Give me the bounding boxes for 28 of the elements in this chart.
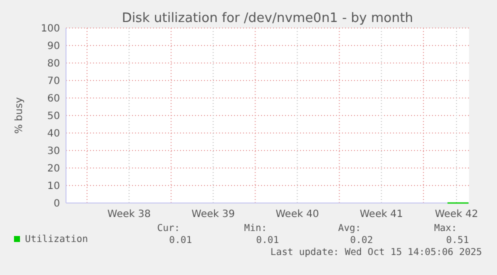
y-tick-label: 50 xyxy=(47,111,60,122)
text: 0.02 xyxy=(350,235,373,246)
text: Last update: Wed Oct 15 14:05:06 2025 xyxy=(270,247,482,258)
y-axis-title: % busy xyxy=(14,97,25,134)
y-tick-label: 20 xyxy=(47,164,60,174)
text: 0.51 xyxy=(446,235,470,246)
text: 0.01 xyxy=(169,235,192,246)
text: Min: xyxy=(244,223,267,234)
y-tick-label: 100 xyxy=(40,24,60,34)
y-tick-label: 30 xyxy=(47,146,60,157)
text: Avg: xyxy=(338,223,361,234)
y-tick-label: 80 xyxy=(47,58,60,70)
y-tick-label: 60 xyxy=(47,94,60,104)
x-tick-label: Week 42 xyxy=(434,209,478,220)
y-tick-label: 70 xyxy=(47,76,60,87)
y-tick-label: 40 xyxy=(47,128,60,140)
y-tick-label: 0 xyxy=(54,198,60,210)
y-tick-label: 90 xyxy=(47,41,60,52)
chart-title: Disk utilization for /dev/nvme0n1 - by month xyxy=(122,11,414,26)
y-tick-label: 10 xyxy=(47,181,60,192)
x-tick-label: Week 40 xyxy=(276,209,319,220)
legend-label: Utilization xyxy=(25,234,88,245)
text: Cur: xyxy=(157,223,180,234)
x-tick-label: Week 41 xyxy=(360,209,404,220)
text: 0.01 xyxy=(256,235,280,246)
text: Max: xyxy=(434,223,457,234)
x-tick-label: Week 39 xyxy=(192,209,235,220)
x-tick-label: Week 38 xyxy=(107,209,151,220)
